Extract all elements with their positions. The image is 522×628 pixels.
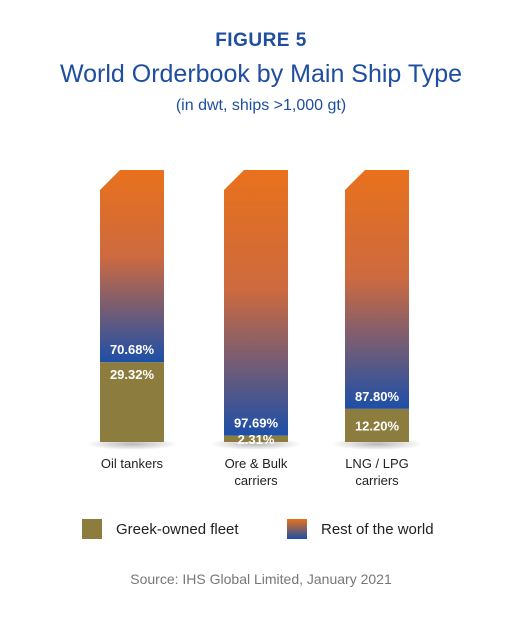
data-label-greek: 29.32%: [110, 367, 155, 382]
bar-segment-greek-owned: [100, 362, 164, 442]
category-label: Ore & Bulk: [225, 456, 288, 471]
bar-segment-greek-owned: [345, 408, 409, 442]
legend-item-rest: Rest of the world: [287, 518, 434, 540]
data-label-rest: 97.69%: [234, 416, 279, 431]
bar-segment-rest-of-world: [100, 170, 164, 363]
category-label: LNG / LPG: [345, 456, 409, 471]
category-label: carriers: [355, 473, 399, 488]
legend-label-rest: Rest of the world: [321, 520, 434, 538]
legend-label-greek: Greek-owned fleet: [116, 520, 239, 538]
data-label-greek: 12.20%: [355, 418, 400, 433]
bar-segment-rest-of-world: [345, 170, 409, 409]
bar-segment-greek-owned: [224, 435, 288, 442]
data-label-greek: 2.31%: [238, 432, 275, 447]
category-label: Oil tankers: [101, 456, 164, 471]
chart-title: World Orderbook by Main Ship Type: [59, 60, 463, 88]
source-note: Source: IHS Global Limited, January 2021: [130, 571, 392, 587]
bar-segment-rest-of-world: [224, 170, 288, 436]
legend-swatch-greek: [82, 519, 102, 539]
legend-swatch-rest: [287, 519, 307, 539]
legend-item-greek: Greek-owned fleet: [82, 518, 239, 540]
figure-number: FIGURE 5: [215, 30, 307, 51]
category-label: carriers: [234, 473, 278, 488]
data-label-rest: 87.80%: [355, 389, 400, 404]
chart-subtitle: (in dwt, ships >1,000 gt): [175, 97, 347, 114]
data-label-rest: 70.68%: [110, 342, 155, 357]
stacked-bar-chart: 70.68% 29.32% 97.69%2.31% 87.80% 12.20% Oil …: [86, 170, 423, 488]
